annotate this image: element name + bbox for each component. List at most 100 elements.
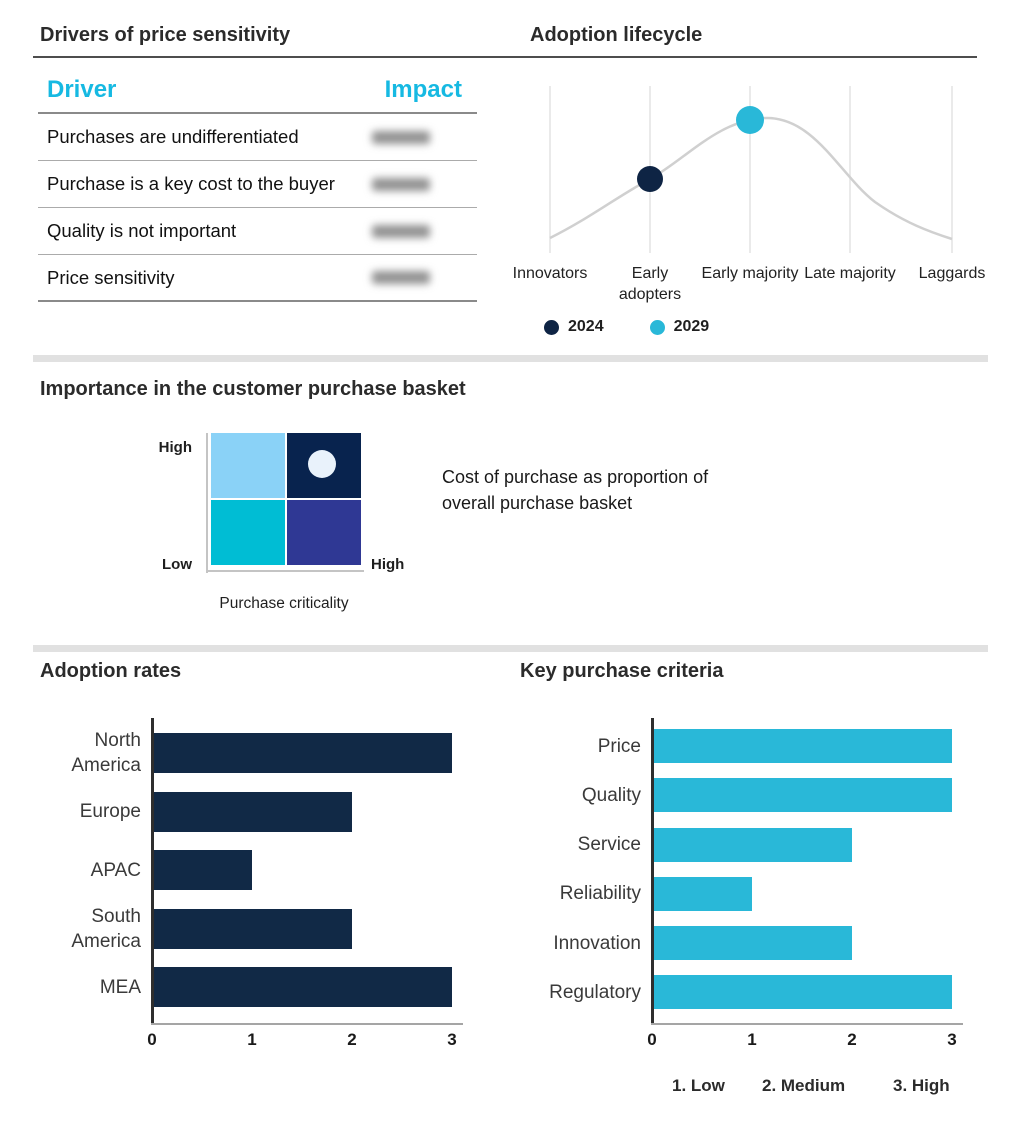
x-axis-line — [651, 1023, 963, 1025]
quadrant-bottom-right — [287, 500, 361, 565]
impact-value-redacted — [372, 224, 430, 238]
quadrant-top-left — [211, 433, 285, 498]
bar-category-label: Europe — [79, 801, 141, 822]
matrix-x-high-label: High — [371, 556, 405, 573]
bar-category-label: APAC — [90, 859, 141, 881]
section-divider — [33, 645, 988, 652]
point-2024 — [637, 166, 663, 192]
column-header-driver: Driver — [47, 76, 117, 103]
stage-label: Late majority — [804, 265, 896, 282]
scale-label: 3. High — [893, 1076, 950, 1095]
x-tick-label: 3 — [947, 1030, 957, 1049]
bar-category-label: Service — [577, 834, 641, 856]
legend-item: 2029 — [649, 318, 710, 336]
table-header-rule — [38, 112, 477, 114]
basket-annotation-line2: overall purchase basket — [442, 492, 633, 513]
stage-label: Early majority — [701, 265, 799, 282]
quadrant-bottom-left — [211, 500, 285, 565]
stage-label: Early adopters — [618, 265, 682, 303]
lifecycle-title: Adoption lifecycle — [530, 24, 703, 46]
lifecycle-stage-labels: Innovators Early adopters Early majority La… — [513, 263, 993, 311]
bar-category-label: South America — [71, 905, 141, 952]
drivers-table-rows: Purchases are undifferentiated Purchase i… — [38, 114, 477, 302]
purchase-criteria-title: Key purchase criteria — [520, 660, 724, 682]
bar — [652, 975, 952, 1010]
bar-row: APAC — [25, 850, 465, 909]
impact-value-redacted — [372, 271, 430, 284]
bar — [652, 729, 952, 763]
lifecycle-chart — [549, 86, 953, 253]
bar — [652, 827, 852, 862]
x-tick-label: 2 — [847, 1030, 857, 1049]
matrix-y-axis — [206, 433, 208, 573]
bar-row: Regulatory — [525, 975, 965, 1024]
legend-item: 2024 — [544, 318, 604, 336]
adoption-rates-title: Adoption rates — [40, 660, 182, 682]
x-tick-label: 1 — [747, 1030, 757, 1049]
bar-row: South America — [25, 905, 465, 968]
x-tick-label: 0 — [147, 1030, 157, 1049]
matrix-x-axis — [206, 570, 364, 572]
bar — [652, 778, 952, 813]
bar-row: Service — [525, 827, 965, 877]
lifecycle-legend: 2024 2029 — [544, 318, 709, 336]
x-tick-label: 0 — [647, 1030, 657, 1049]
adoption-rates-chart: North America Europe APAC South America MEA … — [25, 718, 465, 1049]
table-row: Quality is not important — [38, 208, 477, 255]
table-row: Purchases are undifferentiated — [38, 114, 477, 161]
impact-value-redacted — [372, 130, 430, 144]
x-tick-label: 2 — [347, 1030, 357, 1049]
basket-annotation: Cost of purchase as proportion of overal… — [442, 465, 708, 516]
matrix-marker — [308, 450, 336, 478]
bar-category-label: Price — [597, 735, 641, 757]
table-row: Purchase is a key cost to the buyer — [38, 161, 477, 208]
table-row: Price sensitivity — [38, 255, 477, 302]
bar-row: Price — [525, 729, 965, 778]
legend-dot — [544, 319, 559, 335]
legend-label: 2024 — [568, 318, 604, 335]
matrix-quadrants — [211, 433, 361, 565]
title-rule — [33, 56, 977, 58]
bar-category-label: North America — [71, 730, 141, 776]
bar-row: Reliability — [525, 876, 965, 926]
bar-rows: North America Europe APAC South America MEA — [25, 730, 465, 1026]
section-divider — [33, 355, 988, 362]
matrix-x-axis-label: Purchase criticality — [219, 595, 349, 612]
purchase-basket-title: Importance in the customer purchase bask… — [40, 378, 466, 400]
x-tick-label: 1 — [247, 1030, 257, 1049]
bar-row: Europe — [25, 791, 465, 851]
scale-label: 1. Low — [672, 1076, 725, 1095]
point-2029 — [736, 106, 764, 134]
drivers-table-title: Drivers of price sensitivity — [40, 24, 291, 46]
driver-cell: Quality is not important — [47, 220, 237, 241]
matrix-y-low-label: Low — [162, 556, 192, 573]
legend-label: 2029 — [673, 318, 710, 335]
stage-label: Innovators — [512, 265, 588, 282]
matrix-y-high-label: High — [158, 439, 192, 456]
bar-row: Innovation — [525, 926, 965, 975]
bar — [652, 876, 752, 911]
x-tick-labels: 0 1 2 3 — [147, 1030, 462, 1052]
bar — [152, 850, 252, 890]
stage-label: Laggards — [918, 265, 986, 282]
bar — [152, 791, 352, 832]
bar — [652, 926, 852, 961]
bell-curve — [549, 116, 953, 241]
y-axis-line — [151, 718, 154, 1024]
y-axis-line — [651, 718, 654, 1024]
bar-category-label: Quality — [581, 784, 641, 806]
x-axis-line — [151, 1023, 463, 1025]
bar-row: Quality — [525, 778, 965, 827]
bar-category-label: Reliability — [559, 883, 641, 905]
impact-value-redacted — [372, 177, 430, 191]
scale-label: 2. Medium — [762, 1076, 846, 1095]
basket-annotation-line1: Cost of purchase as proportion of — [442, 467, 709, 487]
bar-category-label: Regulatory — [549, 981, 641, 1003]
bar-category-label: MEA — [99, 976, 141, 998]
bar-row: North America — [25, 730, 465, 792]
legend-dot — [649, 319, 665, 335]
column-header-impact: Impact — [384, 76, 462, 103]
purchase-criteria-chart: Price Quality Service Reliability Innovation… — [525, 718, 965, 1049]
bar — [152, 967, 452, 1007]
